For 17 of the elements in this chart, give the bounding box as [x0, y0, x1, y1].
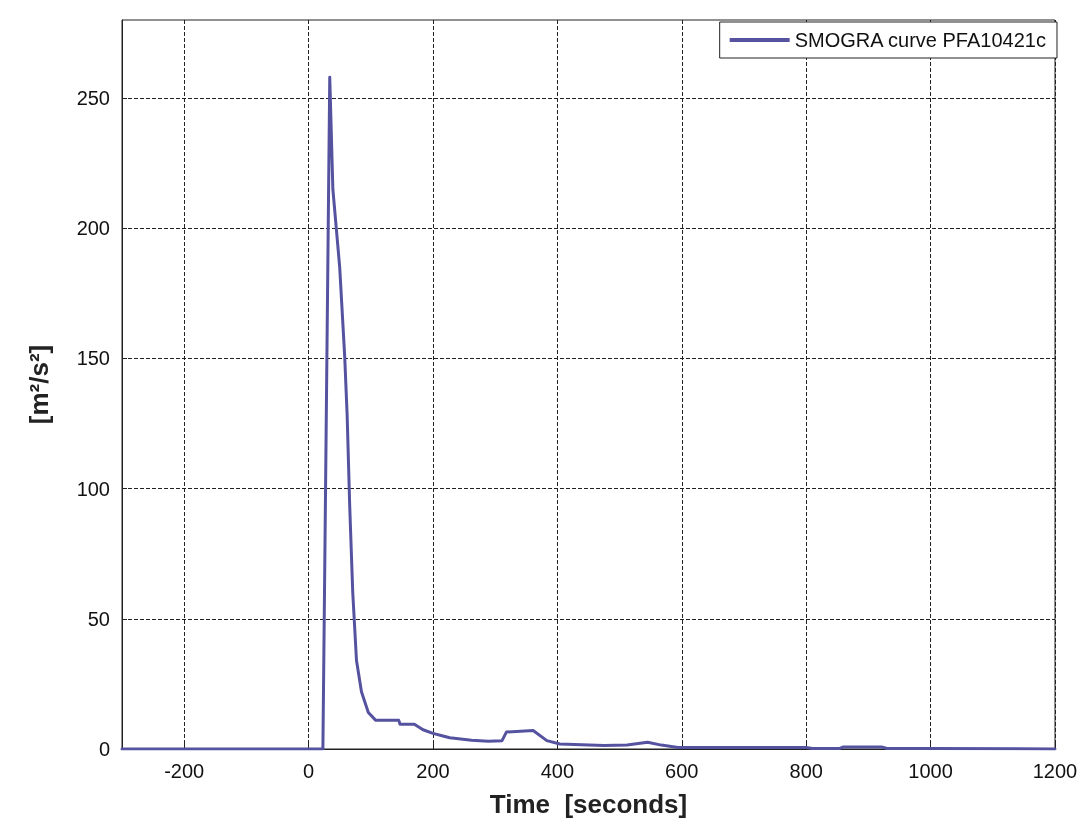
x-tick-label: 600: [665, 760, 699, 782]
y-tick-label: 150: [76, 347, 110, 370]
x-tick-label: -200: [164, 760, 205, 782]
y-tick-label: 250: [76, 87, 110, 110]
y-tick-label: 50: [87, 607, 110, 630]
x-tick-label: 800: [789, 760, 823, 782]
y-tick-label: 200: [76, 217, 110, 240]
x-axis-title: Time [seconds]: [489, 789, 688, 819]
y-tick-label: 0: [98, 738, 110, 760]
legend-label: SMOGRA curve PFA10421c: [794, 29, 1046, 51]
x-tick-label: 0: [303, 760, 315, 782]
x-tick-label: 400: [540, 760, 575, 782]
x-tick-label: 1000: [908, 760, 953, 782]
x-tick-label: 1200: [1032, 760, 1078, 782]
x-tick-label: 200: [416, 760, 450, 782]
y-axis-title: [m²/s²]: [24, 344, 54, 425]
y-tick-label: 100: [76, 477, 110, 500]
